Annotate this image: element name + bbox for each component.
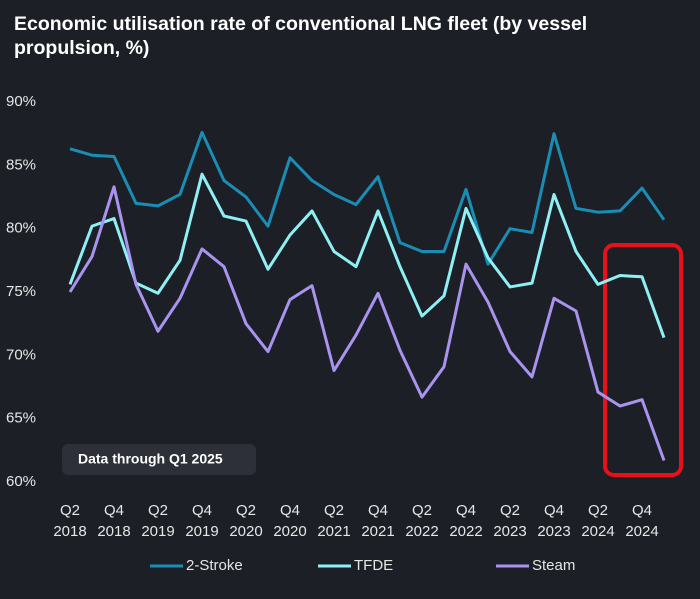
annotation-box xyxy=(62,444,256,475)
legend-label: Steam xyxy=(532,557,575,574)
y-tick-label: 80% xyxy=(6,220,36,237)
x-tick-label: Q2 2018 xyxy=(53,502,87,540)
y-tick-label: 90% xyxy=(6,93,36,110)
x-tick-label: Q4 2021 xyxy=(361,502,395,540)
x-tick-label: Q2 2021 xyxy=(317,502,351,540)
legend-label: 2-Stroke xyxy=(186,557,243,574)
y-tick-label: 60% xyxy=(6,473,36,490)
x-tick-label: Q2 2024 xyxy=(581,502,615,540)
chart-title: Economic utilisation rate of conventiona… xyxy=(14,13,588,59)
x-tick-label: Q4 2019 xyxy=(185,502,219,540)
x-tick-label: Q2 2020 xyxy=(229,502,263,540)
series-line xyxy=(68,172,666,339)
x-tick-label: Q4 2023 xyxy=(537,502,571,540)
x-tick-label: Q2 2022 xyxy=(405,502,439,540)
x-tick-label: Q2 2023 xyxy=(493,502,527,540)
highlight-box xyxy=(603,243,683,477)
y-tick-label: 85% xyxy=(6,156,36,173)
annotation: Data through Q1 2025 xyxy=(78,451,223,467)
legend-label: TFDE xyxy=(354,557,393,574)
x-tick-label: Q4 2024 xyxy=(625,502,659,540)
x-tick-label: Q2 2019 xyxy=(141,502,175,540)
x-tick-label: Q4 2022 xyxy=(449,502,483,540)
series-line xyxy=(68,185,666,461)
x-tick-label: Q4 2020 xyxy=(273,502,307,540)
y-tick-label: 75% xyxy=(6,283,36,300)
series-line xyxy=(69,130,666,266)
y-tick-label: 65% xyxy=(6,410,36,427)
x-tick-label: Q4 2018 xyxy=(97,502,131,540)
y-tick-label: 70% xyxy=(6,346,36,363)
